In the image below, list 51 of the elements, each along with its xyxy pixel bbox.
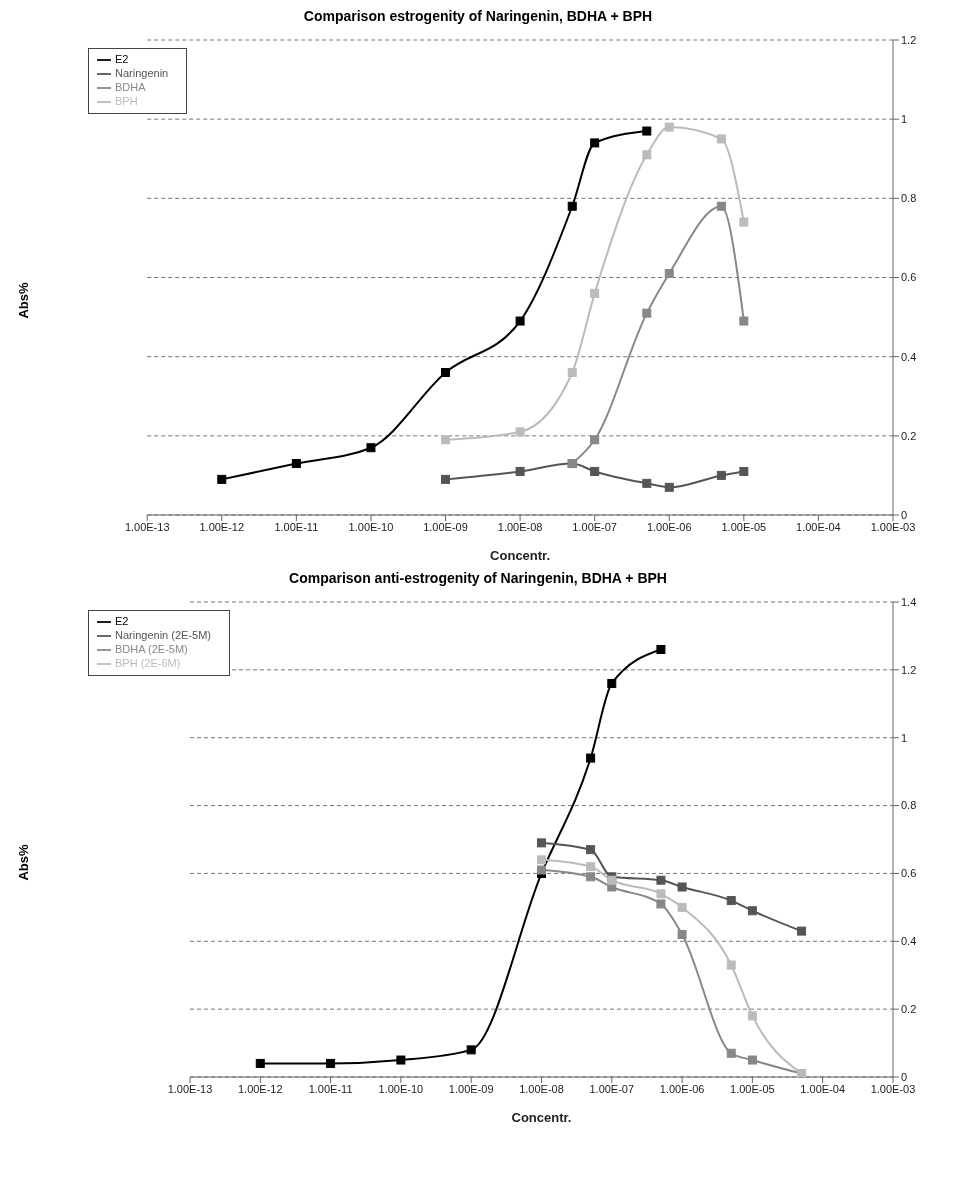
y-tick-label: 1 xyxy=(901,113,908,126)
x-axis-title: Concentr. xyxy=(511,1110,572,1125)
x-tick-label: 1.00E-12 xyxy=(199,520,245,533)
legend-label: E2 xyxy=(115,615,129,627)
x-tick-label: 1.00E-05 xyxy=(721,520,767,533)
legend-label: BDHA xyxy=(115,81,146,94)
y-tick-label: 0 xyxy=(901,1070,908,1083)
y-tick-label: 1 xyxy=(901,731,908,744)
x-tick-label: 1.00E-04 xyxy=(796,520,841,533)
y-tick-label: 0.4 xyxy=(901,350,917,363)
x-tick-label: 1.00E-03 xyxy=(870,1082,916,1095)
x-tick-label: 1.00E-05 xyxy=(730,1082,775,1095)
x-tick-label: 1.00E-06 xyxy=(659,1082,705,1095)
x-tick-label: 1.00E-07 xyxy=(572,520,618,533)
x-tick-label: 1.00E-08 xyxy=(519,1082,564,1095)
x-tick-label: 1.00E-11 xyxy=(274,520,319,533)
x-tick-label: 1.00E-03 xyxy=(870,520,916,533)
legend-label: Naringenin (2E-5M) xyxy=(115,629,211,642)
legend-label: BPH xyxy=(115,95,138,108)
x-tick-label: 1.00E-07 xyxy=(589,1082,635,1095)
y-tick-label: 1.4 xyxy=(901,595,917,608)
x-tick-label: 1.00E-04 xyxy=(800,1082,846,1095)
y-tick-label: 0 xyxy=(901,508,908,521)
x-tick-label: 1.00E-13 xyxy=(124,520,170,533)
x-tick-label: 1.00E-10 xyxy=(348,520,394,533)
y-tick-label: 1.2 xyxy=(901,33,917,46)
x-tick-label: 1.00E-12 xyxy=(237,1082,283,1095)
y-axis-title: Abs% xyxy=(15,843,31,881)
y-tick-label: 0.8 xyxy=(901,799,917,812)
y-tick-label: 0.8 xyxy=(901,192,917,205)
y-tick-label: 0.6 xyxy=(901,271,917,284)
legend-label: E2 xyxy=(115,53,129,65)
x-tick-label: 1.00E-11 xyxy=(308,1082,353,1095)
x-tick-label: 1.00E-08 xyxy=(497,520,543,533)
y-tick-label: 0.2 xyxy=(901,1003,917,1016)
y-tick-label: 0.4 xyxy=(901,935,917,948)
y-axis-title: Abs% xyxy=(15,281,31,319)
chart-title: Comparison estrogenity of Naringenin, BDHA + BPH xyxy=(302,8,654,26)
chart-title: Comparison anti-estrogenity of Naringenin, BDHA + BPH xyxy=(288,570,668,588)
x-tick-label: 1.00E-13 xyxy=(167,1082,213,1095)
y-tick-label: 0.6 xyxy=(901,867,917,880)
legend-label: Naringenin xyxy=(115,67,169,80)
x-tick-label: 1.00E-09 xyxy=(423,520,468,533)
y-tick-label: 1.2 xyxy=(901,663,917,676)
legend-label: BDHA (2E-5M) xyxy=(115,643,188,656)
x-tick-label: 1.00E-09 xyxy=(448,1082,494,1095)
legend-label: BPH (2E-6M) xyxy=(115,657,181,670)
x-axis-title: Concentr. xyxy=(490,548,551,563)
y-tick-label: 0.2 xyxy=(901,429,917,442)
x-tick-label: 1.00E-10 xyxy=(378,1082,424,1095)
x-tick-label: 1.00E-06 xyxy=(646,520,692,533)
